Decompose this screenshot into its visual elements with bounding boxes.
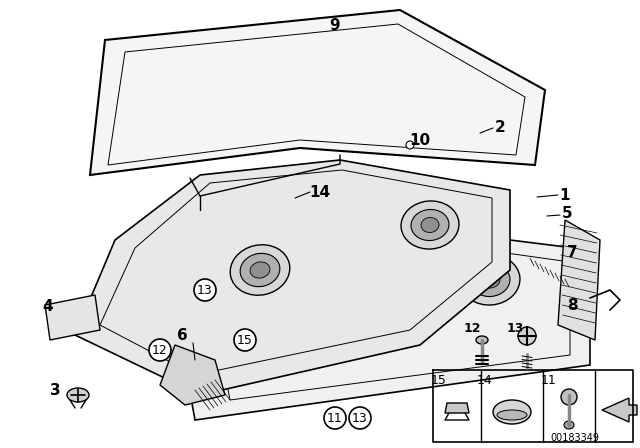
Ellipse shape [460, 255, 520, 305]
Ellipse shape [518, 327, 536, 345]
Text: 13: 13 [506, 322, 524, 335]
Text: 15: 15 [431, 374, 447, 387]
Ellipse shape [564, 421, 574, 429]
Polygon shape [175, 225, 590, 420]
Ellipse shape [421, 217, 439, 233]
Circle shape [149, 339, 171, 361]
Ellipse shape [266, 299, 304, 331]
Polygon shape [160, 345, 225, 405]
Circle shape [194, 279, 216, 301]
Text: 14: 14 [309, 185, 331, 199]
Ellipse shape [256, 291, 314, 339]
Polygon shape [45, 295, 100, 340]
Text: 10: 10 [410, 133, 431, 147]
Text: 11: 11 [541, 374, 557, 387]
Text: 12: 12 [463, 322, 481, 335]
Ellipse shape [497, 410, 527, 420]
Text: 15: 15 [237, 333, 253, 346]
Polygon shape [558, 220, 600, 340]
Text: 00183349: 00183349 [550, 433, 600, 443]
Ellipse shape [276, 307, 294, 323]
Ellipse shape [406, 141, 414, 149]
Text: 5: 5 [562, 206, 572, 220]
Text: 13: 13 [352, 412, 368, 425]
Text: 9: 9 [330, 17, 340, 33]
Ellipse shape [250, 262, 270, 278]
Polygon shape [90, 10, 545, 175]
Text: 8: 8 [566, 297, 577, 313]
Text: 14: 14 [477, 374, 493, 387]
Ellipse shape [240, 253, 280, 287]
Ellipse shape [493, 400, 531, 424]
Ellipse shape [561, 389, 577, 405]
Text: 4: 4 [43, 298, 53, 314]
Polygon shape [75, 160, 510, 395]
Ellipse shape [480, 272, 500, 288]
Ellipse shape [67, 388, 89, 402]
Ellipse shape [411, 210, 449, 241]
Text: 2: 2 [495, 120, 506, 134]
Ellipse shape [470, 263, 510, 297]
Text: 12: 12 [152, 344, 168, 357]
Polygon shape [602, 398, 637, 422]
Text: 7: 7 [566, 245, 577, 259]
Text: 11: 11 [327, 412, 343, 425]
Text: 1: 1 [560, 188, 570, 202]
Ellipse shape [476, 336, 488, 344]
Ellipse shape [230, 245, 290, 295]
Text: 13: 13 [197, 284, 213, 297]
Text: 3: 3 [50, 383, 60, 397]
Polygon shape [445, 403, 469, 413]
Text: 6: 6 [177, 327, 188, 343]
Circle shape [324, 407, 346, 429]
Circle shape [349, 407, 371, 429]
Ellipse shape [401, 201, 459, 249]
Circle shape [234, 329, 256, 351]
